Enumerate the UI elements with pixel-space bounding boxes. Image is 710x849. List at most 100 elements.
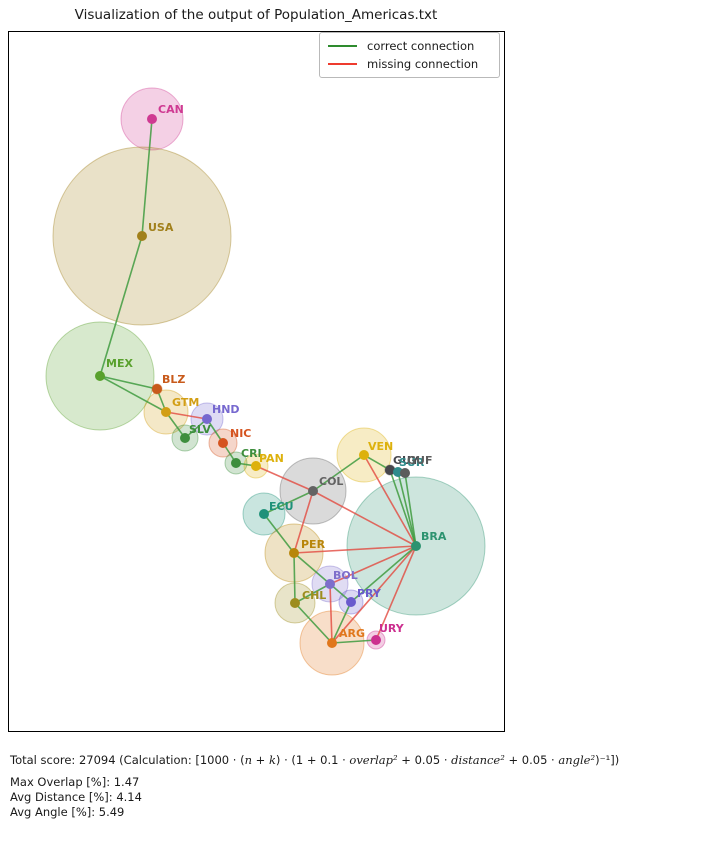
correct-connection-BRA-PRY xyxy=(350,545,417,603)
label-NIC: NIC xyxy=(230,427,251,440)
label-URY: URY xyxy=(379,622,405,635)
formula-segment: angle² xyxy=(558,753,596,767)
label-GUY: GUY xyxy=(393,454,420,467)
formula-segment: + 0.05 · xyxy=(504,753,559,767)
avg-distance-line: Avg Distance [%]: 4.14 xyxy=(10,790,142,804)
dot-ARG xyxy=(327,638,337,648)
score-formula: [1000 · (n + k) · (1 + 0.1 · overlap² + … xyxy=(195,753,619,767)
correct-connection-PER-BOL xyxy=(293,552,331,585)
max-overlap-line: Max Overlap [%]: 1.47 xyxy=(10,775,140,789)
plot-frame xyxy=(8,31,505,732)
missing-connection-BOL-ARG xyxy=(329,583,333,644)
missing-connection-PER-BRA xyxy=(293,545,417,554)
formula-segment: + xyxy=(252,753,269,767)
dot-GTM xyxy=(161,407,171,417)
missing-connection-PAN-COL xyxy=(255,465,314,492)
missing-connection-VEN-BRA xyxy=(363,454,417,547)
label-SLV: SLV xyxy=(189,423,211,436)
missing-connection-GTM-HND xyxy=(165,411,208,420)
formula-segment: [1000 · ( xyxy=(195,753,245,767)
correct-connection-GTM-SLV xyxy=(165,411,186,439)
label-USA: USA xyxy=(148,221,174,234)
formula-segment: n xyxy=(244,753,252,767)
missing-connection-COL-BRA xyxy=(312,490,417,547)
correct-connection-USA-MEX xyxy=(99,235,143,377)
avg-angle-line: Avg Angle [%]: 5.49 xyxy=(10,805,125,819)
label-BLZ: BLZ xyxy=(162,373,185,386)
formula-segment: ) · (1 + 0.1 · xyxy=(275,753,350,767)
missing-connection-line-swatch xyxy=(328,63,357,65)
legend-label-missing: missing connection xyxy=(367,57,479,71)
label-COL: COL xyxy=(319,475,343,488)
correct-connection-PRY-ARG xyxy=(331,601,352,644)
correct-connection-ARG-URY xyxy=(331,639,377,644)
label-BOL: BOL xyxy=(333,569,358,582)
label-GUF: GUF xyxy=(407,454,432,467)
dot-BOL xyxy=(325,579,335,589)
formula-segment: k xyxy=(268,753,276,767)
dot-USA xyxy=(137,231,147,241)
correct-connection-CHL-ARG xyxy=(294,602,333,644)
correct-connection-VEN-GUY xyxy=(363,454,391,471)
label-BRA: BRA xyxy=(421,530,447,543)
dot-ECU xyxy=(259,509,269,519)
correct-connection-PER-CHL xyxy=(293,552,296,604)
dot-COL xyxy=(308,486,318,496)
label-GTM: GTM xyxy=(172,396,199,409)
score-summary: Total score: 27094 (Calculation: [1000 ·… xyxy=(10,753,619,820)
dot-NIC xyxy=(218,438,228,448)
label-ARG: ARG xyxy=(339,627,365,640)
label-CHL: CHL xyxy=(302,589,326,602)
dot-PAN xyxy=(251,461,261,471)
legend-row-correct: correct connection xyxy=(328,39,491,53)
dot-PRY xyxy=(346,597,356,607)
formula-segment: overlap² xyxy=(349,753,398,767)
dot-PER xyxy=(289,548,299,558)
correct-connection-MEX-BLZ xyxy=(99,375,158,390)
dot-CHL xyxy=(290,598,300,608)
correct-connection-VEN-COL xyxy=(312,454,365,492)
missing-connection-BOL-BRA xyxy=(329,545,417,585)
label-ECU: ECU xyxy=(269,500,294,513)
total-score-text: Total score: 27094 (Calculation: xyxy=(10,753,196,767)
correct-connection-COL-ECU xyxy=(263,490,314,515)
dot-MEX xyxy=(95,371,105,381)
label-VEN: VEN xyxy=(368,440,393,453)
label-PAN: PAN xyxy=(259,452,284,465)
correct-connection-CAN-USA xyxy=(141,118,153,237)
label-HND: HND xyxy=(212,403,240,416)
dot-URY xyxy=(371,635,381,645)
correct-connection-line-swatch xyxy=(328,45,357,47)
dot-VEN xyxy=(359,450,369,460)
dot-CAN xyxy=(147,114,157,124)
legend-label-correct: correct connection xyxy=(367,39,475,53)
formula-segment: distance² xyxy=(451,753,505,767)
legend: correct connection missing connection xyxy=(319,32,500,78)
label-CRI: CRI xyxy=(241,447,262,460)
missing-connection-COL-PER xyxy=(293,490,314,554)
dot-HND xyxy=(202,414,212,424)
correct-connection-ECU-PER xyxy=(263,513,295,554)
formula-segment: + 0.05 · xyxy=(397,753,452,767)
formula-segment: )⁻¹]) xyxy=(595,753,620,767)
label-CAN: CAN xyxy=(158,103,184,116)
dot-BLZ xyxy=(152,384,162,394)
legend-row-missing: missing connection xyxy=(328,57,491,71)
dot-BRA xyxy=(411,541,421,551)
dot-CRI xyxy=(231,458,241,468)
dot-GUF xyxy=(400,468,410,478)
label-PRY: PRY xyxy=(357,587,382,600)
label-MEX: MEX xyxy=(106,357,133,370)
missing-connection-URY-BRA xyxy=(375,545,417,641)
correct-connection-GUF-BRA xyxy=(404,472,417,547)
label-SUR: SUR xyxy=(399,456,425,469)
missing-connection-ARG-BRA xyxy=(331,545,417,644)
correct-connection-SUR-BRA xyxy=(397,471,417,547)
page-title: Visualization of the output of Populatio… xyxy=(74,7,438,23)
correct-connection-BOL-CHL xyxy=(294,583,331,604)
total-score-line: Total score: 27094 (Calculation: [1000 ·… xyxy=(10,753,619,768)
correct-connection-GUY-BRA xyxy=(389,469,417,547)
correct-connection-MEX-GTM xyxy=(99,375,167,413)
label-PER: PER xyxy=(301,538,326,551)
